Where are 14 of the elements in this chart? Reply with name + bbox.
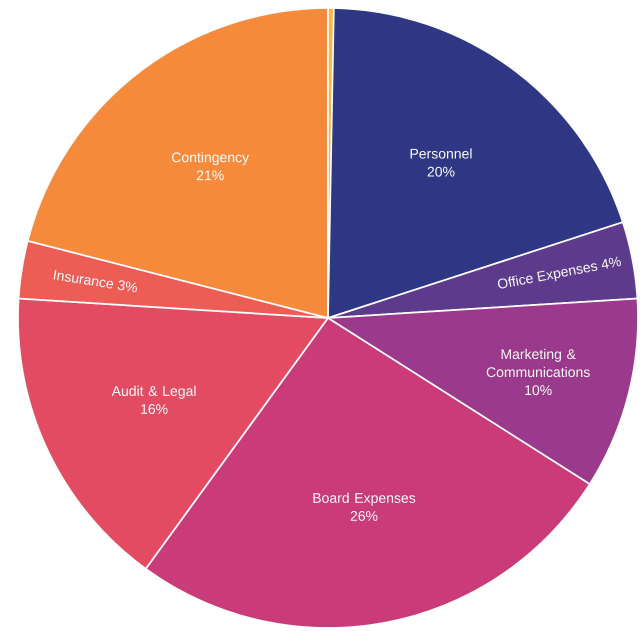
data-label: 10%	[525, 385, 552, 396]
slice-label: Office Expenses	[498, 263, 598, 288]
slice-label: Contingency	[172, 152, 250, 166]
data-label: 20%	[428, 166, 454, 177]
slice-label: Insurance	[54, 270, 114, 288]
data-label: 4%	[602, 256, 621, 269]
data-label: 26%	[350, 511, 378, 521]
data-label: 16%	[141, 404, 168, 414]
data-label: 21%	[196, 170, 224, 180]
data-label: 3%	[118, 280, 137, 292]
slice-label: Marketing & Communications	[486, 348, 590, 378]
slice-label: Board Expenses	[313, 492, 416, 506]
slice-label: Audit & Legal	[112, 386, 196, 399]
slice-label: Personnel	[410, 148, 472, 159]
